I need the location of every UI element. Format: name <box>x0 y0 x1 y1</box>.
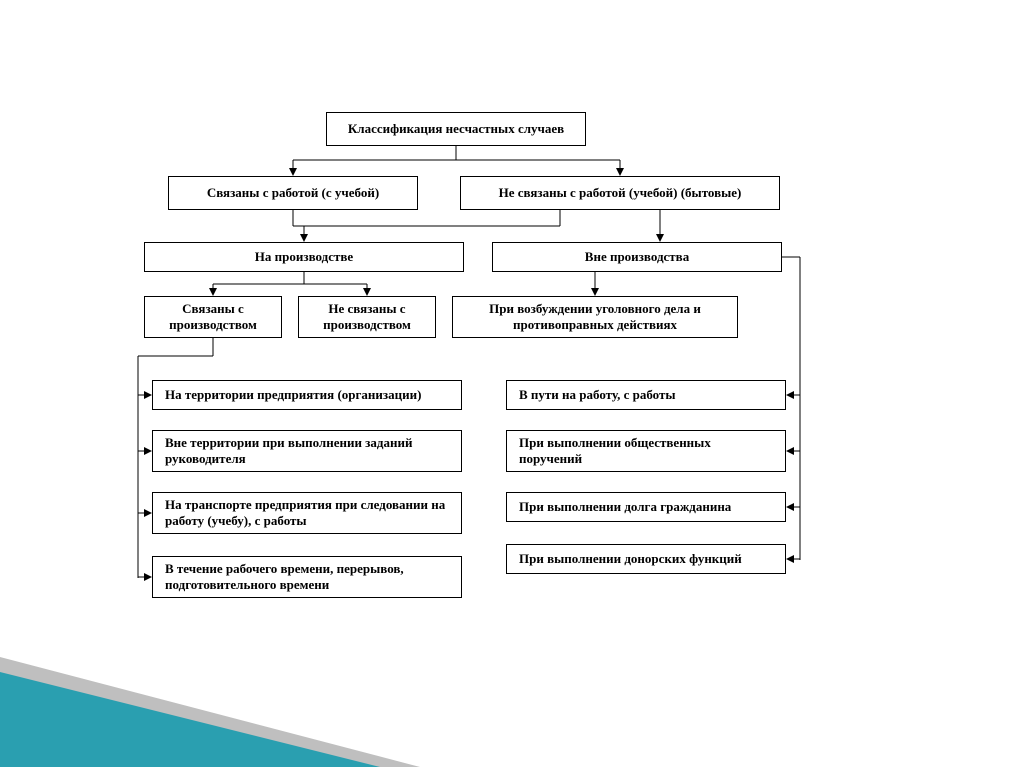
node-not-related-work: Не связаны с работой (учебой) (бытовые) <box>460 176 780 210</box>
node-label: Вне территории при выполнении заданий ру… <box>165 435 453 468</box>
leaf-work-time: В течение рабочего времени, перерывов, п… <box>152 556 462 598</box>
node-label: На транспорте предприятия при следовании… <box>165 497 453 530</box>
node-related-work: Связаны с работой (с учебой) <box>168 176 418 210</box>
node-related-prod: Связаны с производством <box>144 296 282 338</box>
node-label: При выполнении общественных поручений <box>519 435 777 468</box>
leaf-civic-duty: При выполнении долга гражданина <box>506 492 786 522</box>
leaf-public-duties: При выполнении общественных поручений <box>506 430 786 472</box>
node-label: Не связаны с работой (учебой) (бытовые) <box>499 185 742 201</box>
leaf-donor: При выполнении донорских функций <box>506 544 786 574</box>
leaf-off-territory: Вне территории при выполнении заданий ру… <box>152 430 462 472</box>
node-label: На территории предприятия (организации) <box>165 387 421 403</box>
leaf-commute: В пути на работу, с работы <box>506 380 786 410</box>
node-at-production: На производстве <box>144 242 464 272</box>
node-not-related-prod: Не связаны с производством <box>298 296 436 338</box>
node-root: Классификация несчастных случаев <box>326 112 586 146</box>
node-label: При выполнении долга гражданина <box>519 499 731 515</box>
node-label: Классификация несчастных случаев <box>348 121 564 137</box>
node-label: Вне производства <box>585 249 689 265</box>
node-label: В течение рабочего времени, перерывов, п… <box>165 561 453 594</box>
node-label: При выполнении донорских функций <box>519 551 742 567</box>
leaf-on-transport: На транспорте предприятия при следовании… <box>152 492 462 534</box>
diagram-canvas: Классификация несчастных случаев Связаны… <box>0 0 1024 767</box>
node-outside-production: Вне производства <box>492 242 782 272</box>
node-criminal-case: При возбуждении уголовного дела и против… <box>452 296 738 338</box>
slide-accent-triangle <box>0 672 380 767</box>
leaf-on-territory: На территории предприятия (организации) <box>152 380 462 410</box>
node-label: При возбуждении уголовного дела и против… <box>461 301 729 334</box>
node-label: Связаны с работой (с учебой) <box>207 185 379 201</box>
node-label: Не связаны с производством <box>307 301 427 334</box>
node-label: В пути на работу, с работы <box>519 387 676 403</box>
node-label: Связаны с производством <box>153 301 273 334</box>
node-label: На производстве <box>255 249 353 265</box>
